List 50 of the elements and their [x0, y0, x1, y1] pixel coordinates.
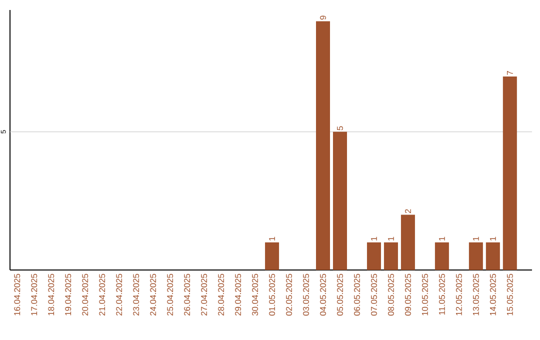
bar [316, 21, 330, 270]
bar [265, 242, 280, 270]
x-tick-label: 01.05.2025 [269, 274, 276, 316]
data-label: 1 [388, 236, 394, 241]
x-tick-label: 28.04.2025 [218, 274, 224, 316]
bar [434, 242, 449, 270]
x-tick-label: 06.05.2025 [354, 274, 360, 316]
x-tick-label: 09.05.2025 [404, 274, 411, 316]
x-tick-label: 29.04.2025 [235, 274, 242, 316]
data-label: 1 [269, 236, 275, 241]
x-tick-label: 14.05.2025 [490, 274, 496, 316]
data-label: 1 [439, 236, 445, 241]
x-tick-label: 30.04.2025 [252, 274, 258, 316]
x-tick-label: 26.04.2025 [184, 274, 190, 316]
bar [332, 132, 347, 270]
x-tick-label: 08.05.2025 [388, 274, 394, 316]
x-tick-label: 16.04.2025 [14, 274, 20, 316]
x-tick-label: 23.04.2025 [133, 274, 140, 316]
data-label: 1 [473, 236, 479, 241]
x-tick-label: 24.04.2025 [150, 274, 156, 316]
x-tick-label: 05.05.2025 [337, 274, 343, 316]
data-label: 1 [490, 236, 496, 241]
x-tick-label: 07.05.2025 [370, 274, 377, 316]
x-tick-label: 27.04.2025 [201, 274, 208, 316]
x-tick-label: 11.05.2025 [438, 274, 445, 315]
x-tick-label: 02.05.2025 [286, 274, 292, 316]
x-tick-label: 13.05.2025 [472, 274, 479, 316]
x-tick-label: 18.04.2025 [48, 274, 54, 316]
bar [366, 242, 381, 270]
x-tick-label: 21.04.2025 [99, 274, 106, 316]
data-label: 1 [371, 236, 377, 241]
data-label: 9 [320, 16, 326, 20]
data-label: 5 [337, 126, 343, 130]
x-tick-label: 22.04.2025 [116, 274, 122, 316]
data-label: 2 [405, 209, 411, 214]
x-tick-label: 25.04.2025 [167, 274, 174, 316]
x-tick-label: 03.05.2025 [303, 274, 309, 316]
bar [468, 242, 483, 270]
bar [486, 242, 500, 270]
bar [384, 242, 398, 270]
x-tick-label: 19.04.2025 [65, 274, 72, 316]
x-tick-label: 04.05.2025 [320, 274, 326, 316]
bar [502, 76, 517, 270]
x-tick-label: 12.05.2025 [456, 274, 462, 316]
x-tick-label: 15.05.2025 [506, 274, 513, 316]
x-tick-label: 17.04.2025 [31, 274, 38, 316]
x-tick-label: 20.04.2025 [82, 274, 88, 316]
x-tick-label: 10.05.2025 [422, 274, 428, 316]
data-label: 7 [507, 71, 513, 75]
bar [400, 214, 415, 270]
